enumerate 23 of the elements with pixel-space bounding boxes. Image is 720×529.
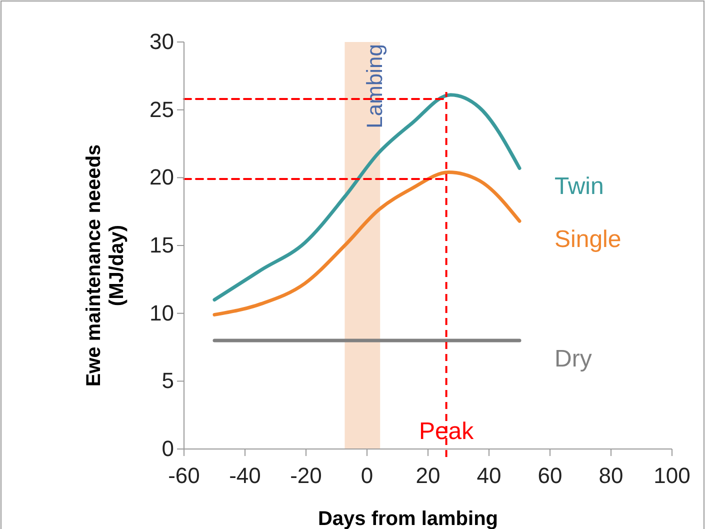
- y-axis-title: Ewe maintenance neeeds (MJ/day): [83, 144, 128, 387]
- x-axis-title: Days from lambing: [318, 508, 498, 529]
- y-tick-label: 20: [150, 164, 174, 190]
- series-label: Dry: [554, 345, 592, 372]
- y-tick-label: 0: [162, 436, 174, 462]
- x-tick-label: 80: [598, 463, 624, 488]
- x-tick-label: 0: [360, 463, 374, 488]
- band-label: Lambing: [362, 44, 388, 128]
- x-tick-label: -40: [229, 463, 261, 488]
- x-tick-label: -60: [168, 463, 200, 488]
- y-tick-label: 10: [150, 300, 174, 326]
- x-tick-label: 60: [538, 463, 562, 488]
- y-tick-label: 15: [150, 232, 174, 258]
- y-tick-label: 30: [150, 29, 174, 54]
- y-tick-label: 5: [162, 368, 174, 394]
- x-tick-label: -20: [290, 463, 322, 488]
- x-tick-label: 100: [654, 463, 690, 488]
- x-tick-label: 40: [476, 463, 502, 488]
- x-tick-label: 20: [416, 463, 440, 488]
- y-tick-label: 25: [150, 96, 174, 122]
- ref-line-label: Peak: [418, 418, 475, 445]
- series-label: Twin: [554, 173, 604, 200]
- series-label: Single: [554, 226, 622, 254]
